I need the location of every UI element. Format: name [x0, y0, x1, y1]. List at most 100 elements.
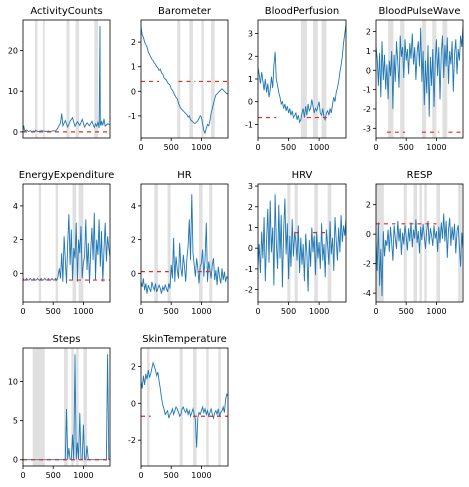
y-tick-label: 0 [248, 244, 253, 253]
series-line [141, 194, 228, 294]
x-tick-label: 500 [46, 471, 61, 480]
x-tick-label: 0 [373, 143, 378, 152]
mask-region [413, 184, 418, 302]
x-tick-label: 500 [399, 307, 414, 316]
mask-region [206, 348, 209, 466]
axes-frame [257, 183, 347, 303]
mask-region [177, 20, 181, 138]
y-tick-label: -1 [245, 265, 253, 274]
mask-region [154, 184, 158, 302]
panel-hr: HR 0 2 4 0 500 1000 [131, 170, 229, 316]
axes-frame [375, 183, 464, 303]
y-tick-label: 2 [366, 28, 371, 37]
y-tick-label: 2 [13, 236, 18, 245]
y-tick-label: 0 [131, 269, 136, 278]
y-tick-label: 3 [248, 182, 253, 191]
panel-title: EnergyExpenditure [19, 170, 115, 181]
x-tick-label: 0 [20, 307, 25, 316]
y-tick-label: 0 [248, 98, 253, 107]
y-tick-label: 2 [131, 236, 136, 245]
mask-region [94, 20, 98, 138]
mask-region [72, 184, 77, 302]
mask-region [32, 348, 45, 466]
mask-region [419, 184, 422, 302]
x-tick-label: 0 [138, 307, 143, 316]
mask-region [300, 20, 307, 138]
mask-region [218, 348, 221, 466]
x-tick-label: 500 [281, 143, 296, 152]
mask-region [376, 184, 384, 302]
mask-region [64, 348, 68, 466]
x-tick-label: 500 [399, 143, 414, 152]
mask-region [400, 20, 405, 138]
panel-title: BloodPulseWave [378, 6, 460, 17]
y-tick-label: 0 [13, 128, 18, 137]
mask-region [321, 20, 327, 138]
y-tick-label: 10 [8, 378, 18, 387]
y-tick-label: 4 [13, 202, 18, 211]
axes-frame [140, 19, 229, 139]
panel-steps: Steps 0 5 10 0 500 1000 [8, 334, 111, 480]
panel-skin-temperature: SkinTemperature -2 0 2 0 500 1000 [128, 334, 229, 480]
x-tick-label: 1000 [73, 471, 93, 480]
mask-region [432, 20, 437, 138]
y-tick-label: 4 [131, 202, 136, 211]
y-tick-label: 10 [8, 87, 18, 96]
y-tick-label: 0 [366, 230, 371, 239]
y-tick-label: -2 [363, 105, 371, 114]
axes-frame [22, 347, 111, 467]
panel-title: Steps [53, 334, 81, 345]
mask-region [71, 348, 74, 466]
x-tick-label: 0 [138, 471, 143, 480]
y-tick-label: 0 [131, 87, 136, 96]
panel-title: ActivityCounts [30, 6, 102, 17]
x-tick-label: 500 [281, 307, 296, 316]
series-line [376, 213, 463, 297]
mask-region [38, 184, 42, 302]
mask-region [201, 20, 204, 138]
axes-frame [22, 183, 111, 303]
series-line [141, 27, 228, 135]
series-line [23, 212, 110, 284]
panel-blood-perfusion: BloodPerfusion -1 0 1 2 3 0 500 1000 [245, 6, 347, 152]
panel-title: Barometer [158, 6, 212, 17]
panel-activity-counts: ActivityCounts 0 10 20 [8, 6, 111, 139]
mask-region [42, 20, 45, 138]
y-tick-label: 2 [131, 362, 136, 371]
y-tick-label: 1 [131, 63, 136, 72]
y-tick-label: -1 [245, 120, 253, 129]
y-tick-label: -3 [363, 124, 371, 133]
y-tick-label: 2 [248, 52, 253, 61]
y-tick-label: -4 [363, 289, 371, 298]
panel-barometer: Barometer -1 0 1 2 0 500 1000 [128, 6, 229, 152]
y-tick-label: -1 [363, 86, 371, 95]
mask-region [35, 20, 38, 138]
y-tick-label: 0 [13, 456, 18, 465]
x-tick-label: 500 [164, 471, 179, 480]
mask-region [76, 348, 79, 466]
mask-region [313, 20, 318, 138]
panel-title: RESP [407, 170, 433, 181]
mask-region [55, 184, 59, 302]
x-tick-label: 1000 [191, 307, 211, 316]
x-tick-label: 0 [20, 471, 25, 480]
mask-region [167, 184, 171, 302]
y-tick-label: 0 [366, 66, 371, 75]
panel-energy-expenditure: EnergyExpenditure 0 2 4 0 500 1000 [13, 170, 114, 316]
axes-frame [375, 19, 464, 139]
mask-region [211, 20, 215, 138]
x-tick-label: 0 [255, 307, 260, 316]
x-tick-label: 1000 [426, 307, 446, 316]
panel-title: SkinTemperature [142, 334, 227, 345]
mask-region [403, 184, 407, 302]
axes-frame [140, 183, 229, 303]
series-line [376, 25, 463, 117]
x-tick-label: 1000 [191, 143, 211, 152]
mask-region [83, 348, 88, 466]
x-tick-label: 1000 [309, 143, 329, 152]
y-tick-label: -1 [128, 112, 136, 121]
mask-region [199, 184, 203, 302]
mask-region [192, 348, 197, 466]
x-tick-label: 0 [373, 307, 378, 316]
